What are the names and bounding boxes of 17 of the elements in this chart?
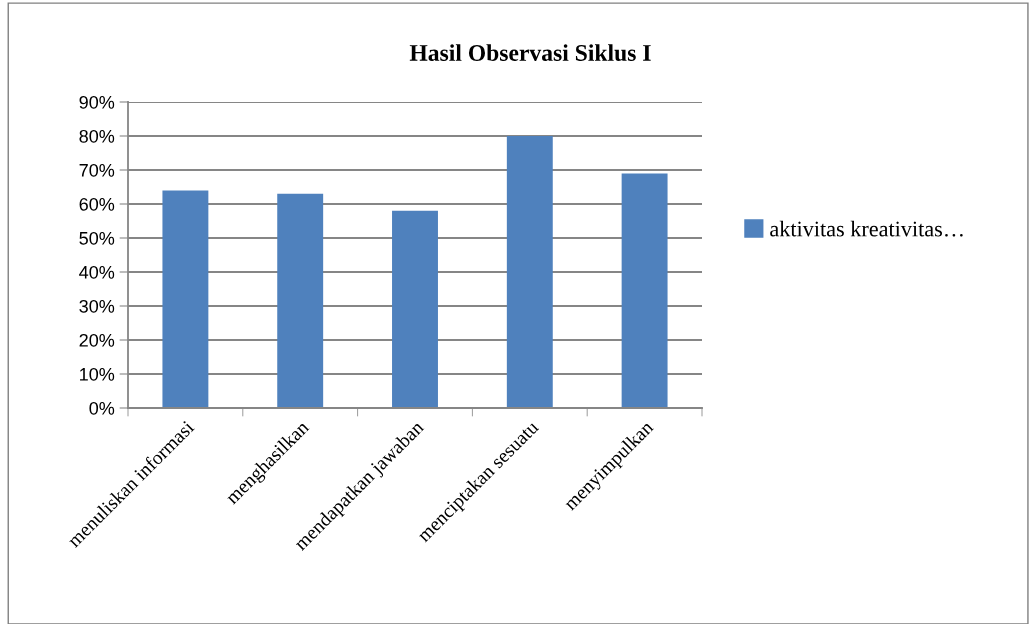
legend-label: aktivitas kreativitas… [770, 220, 963, 237]
bar [162, 190, 209, 408]
bar [506, 136, 553, 408]
y-tick-label: 50% [79, 231, 115, 245]
y-tick-label: 90% [79, 95, 115, 109]
bar [621, 173, 668, 408]
y-tick-label: 40% [79, 265, 115, 279]
y-tick-label: 60% [79, 197, 115, 211]
y-tick-label: 10% [80, 367, 115, 381]
chart-title: Hasil Observasi Siklus I [409, 44, 651, 61]
y-tick-label: 70% [79, 163, 115, 177]
y-tick-label: 0% [89, 401, 115, 415]
y-tick-label: 80% [79, 129, 115, 143]
bar [277, 193, 324, 408]
bar [392, 210, 438, 408]
y-tick-label: 20% [79, 333, 115, 347]
y-tick-label: 30% [79, 299, 115, 313]
